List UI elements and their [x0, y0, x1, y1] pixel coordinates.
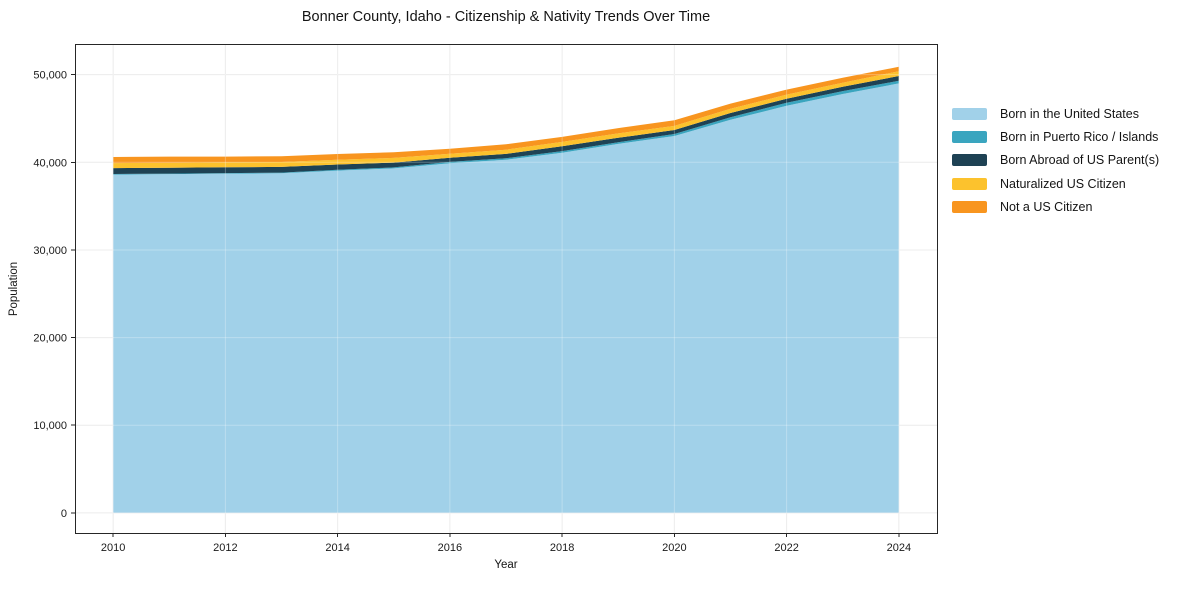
area-born-abroad-of-us-parent-s- [113, 76, 899, 174]
legend-label: Naturalized US Citizen [1000, 176, 1126, 191]
legend-label: Born Abroad of US Parent(s) [1000, 153, 1160, 168]
legend-item: Not a US Citizen [952, 196, 1159, 219]
x-tick-label: 2024 [887, 542, 911, 554]
legend-swatch-icon [952, 154, 987, 167]
legend-item: Born in Puerto Rico / Islands [952, 125, 1159, 148]
legend-swatch-icon [952, 131, 987, 144]
x-tick-label: 2022 [774, 542, 798, 554]
legend-item: Naturalized US Citizen [952, 172, 1159, 195]
legend-label: Born in the United States [1000, 106, 1139, 121]
x-tick-label: 2014 [325, 542, 349, 554]
legend-item: Born in the United States [952, 102, 1159, 125]
area-born-in-the-united-states [113, 83, 899, 513]
legend-label: Not a US Citizen [1000, 200, 1093, 215]
y-tick-label: 0 [61, 508, 67, 520]
x-tick-label: 2016 [438, 542, 462, 554]
legend-swatch-icon [952, 177, 987, 190]
legend-swatch-icon [952, 201, 987, 214]
legend-swatch-icon [952, 107, 987, 120]
y-tick-label: 20,000 [33, 333, 67, 345]
y-tick-label: 10,000 [33, 420, 67, 432]
plot-border [75, 44, 938, 534]
x-tick-label: 2018 [550, 542, 574, 554]
x-axis-label: Year [494, 559, 518, 571]
y-tick-label: 40,000 [33, 157, 67, 169]
x-tick-label: 2012 [213, 542, 237, 554]
x-tick-label: 2010 [101, 542, 125, 554]
legend-item: Born Abroad of US Parent(s) [952, 149, 1159, 172]
x-tick-label: 2020 [662, 542, 686, 554]
chart-title: Bonner County, Idaho - Citizenship & Nat… [301, 9, 711, 25]
y-tick-label: 30,000 [33, 245, 67, 257]
legend: Born in the United States Born in Puerto… [952, 102, 1159, 219]
legend-label: Born in Puerto Rico / Islands [1000, 130, 1159, 145]
y-tick-label: 50,000 [33, 70, 67, 82]
